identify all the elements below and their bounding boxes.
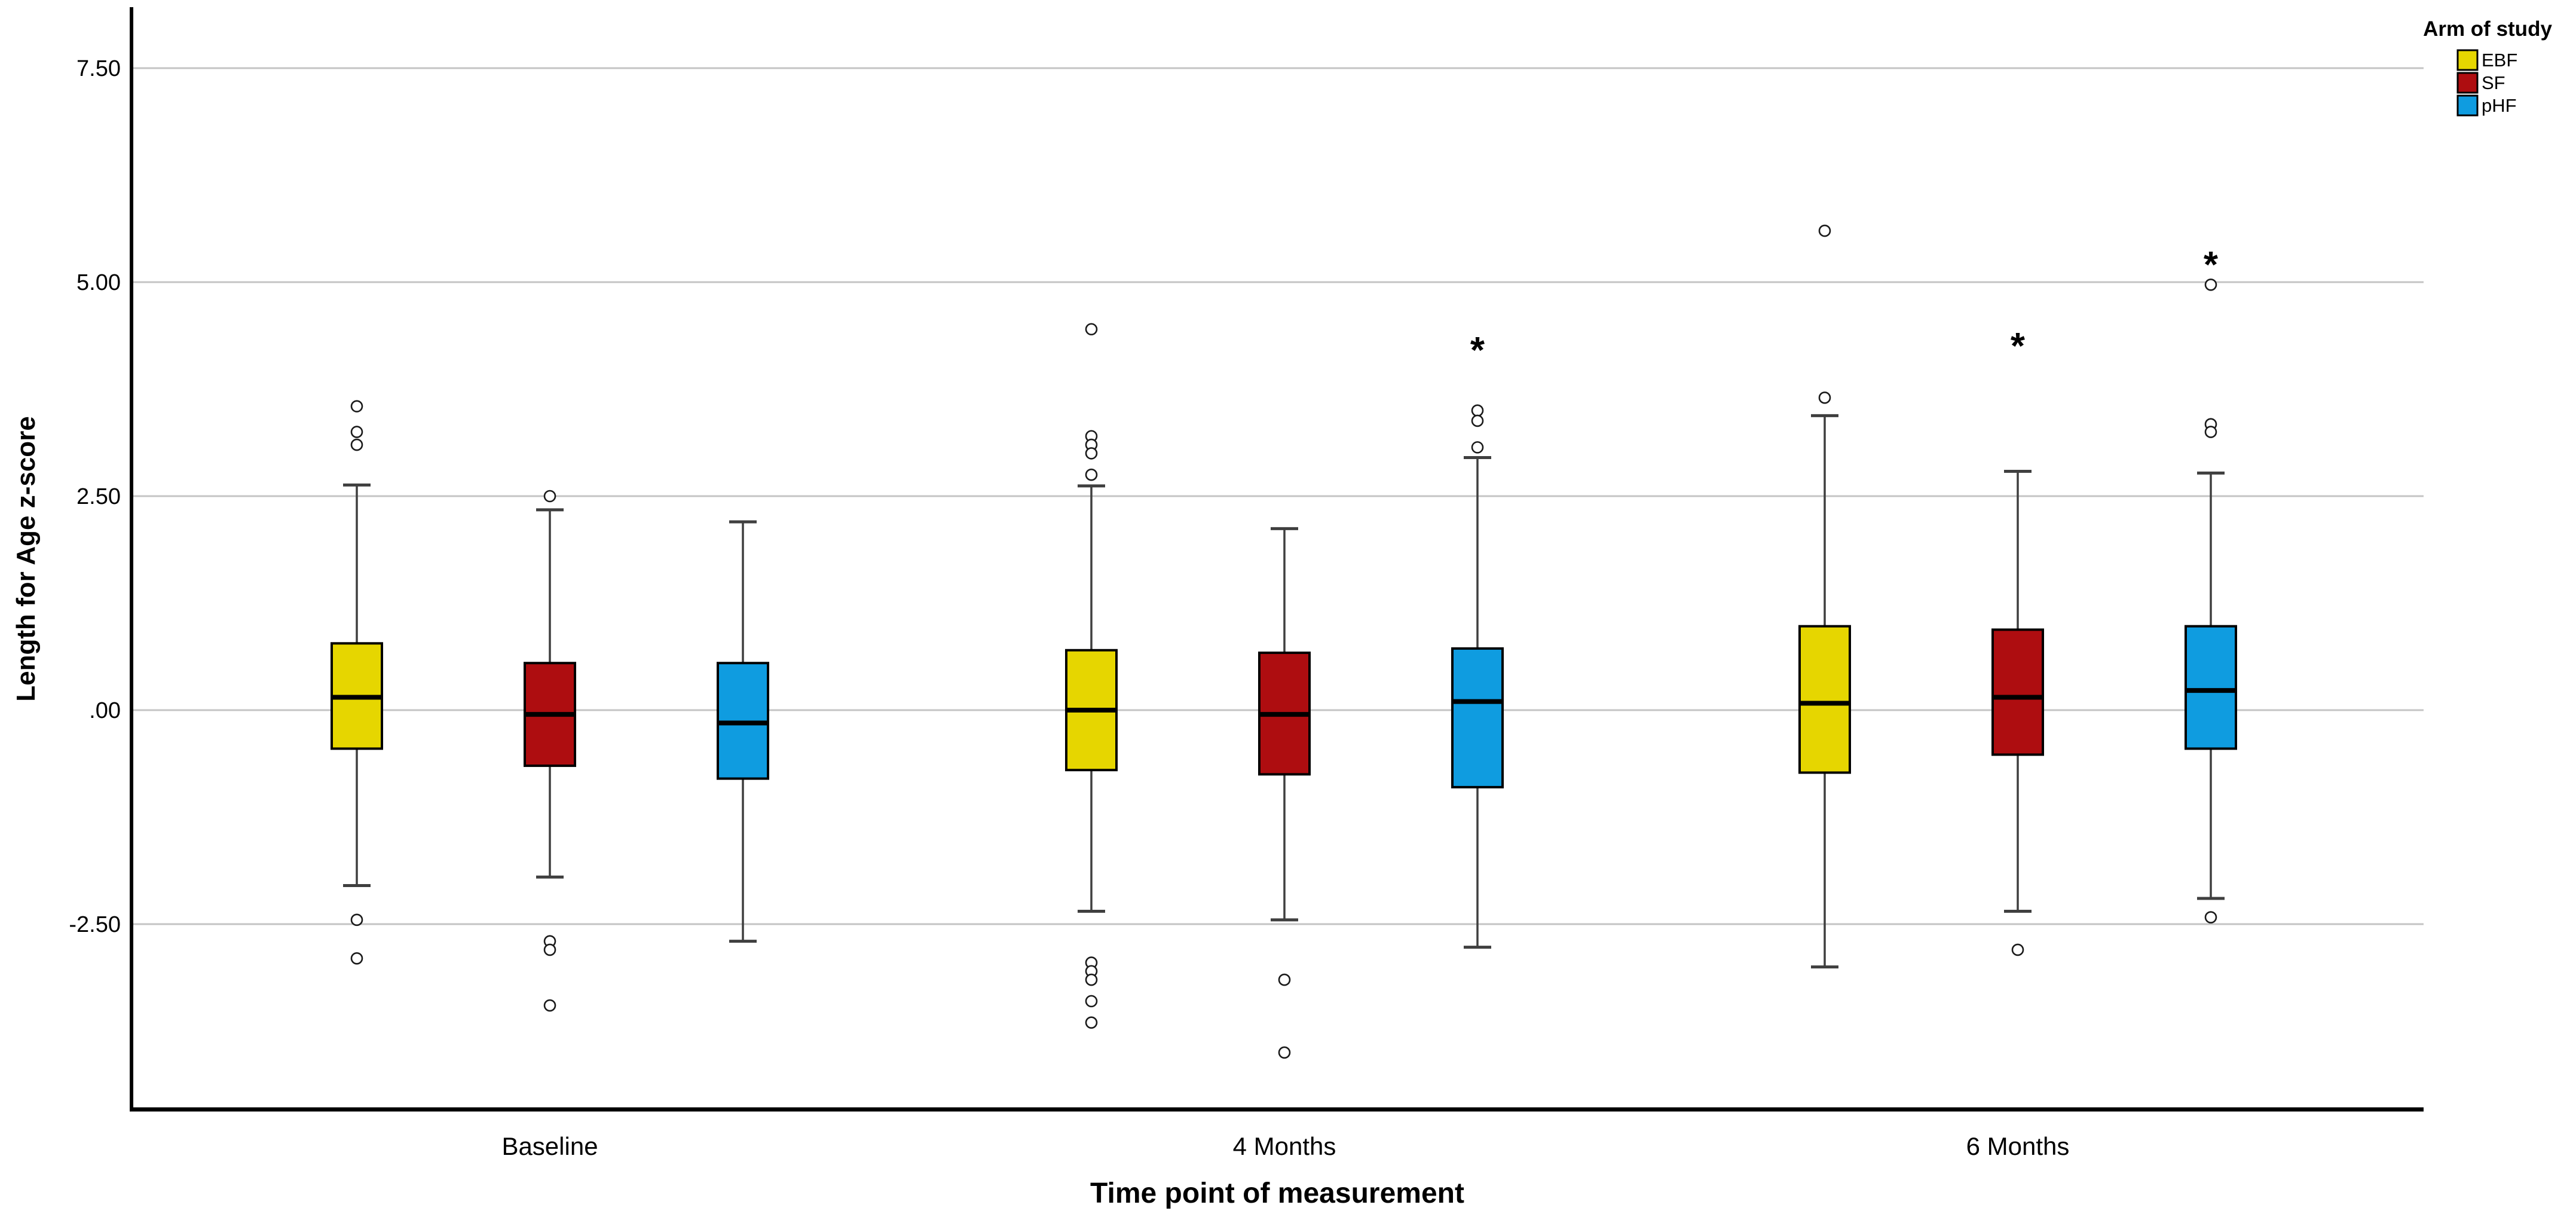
outlier-point (2204, 426, 2217, 438)
outlier-point (1085, 447, 1098, 460)
outlier-point (2204, 911, 2217, 924)
x-category-label: 6 Months (1966, 1132, 2070, 1160)
x-category-label: Baseline (501, 1132, 598, 1160)
outlier-point (350, 952, 363, 965)
box-group-pHF-6-Months: * (2185, 244, 2237, 924)
legend-swatch-EBF (2456, 49, 2479, 71)
outlier-point (1471, 404, 1484, 417)
outlier-point (1085, 468, 1098, 481)
x-axis-title: Time point of measurement (1090, 1178, 1464, 1209)
box-group-EBF-Baseline (331, 400, 383, 965)
box-group-pHF-Baseline (717, 520, 769, 943)
box-group-SF-4-Months (1258, 527, 1311, 1059)
legend-label-SF: SF (2482, 72, 2505, 93)
y-tick-label: -2.50 (69, 912, 121, 937)
box-group-pHF-4-Months: * (1451, 330, 1504, 949)
legend-swatch-SF (2456, 72, 2479, 94)
outlier-point (1278, 1046, 1291, 1059)
outlier-point (1471, 414, 1484, 427)
x-category-label: 4 Months (1233, 1132, 1336, 1160)
extreme-marker: * (2011, 326, 2026, 367)
legend-title: Arm of study (2423, 17, 2552, 41)
outlier-point (543, 490, 556, 503)
outlier-point (1085, 323, 1098, 336)
outlier-point (350, 400, 363, 412)
boxes-layer: * * * (331, 224, 2237, 1059)
iqr-box (1991, 628, 2044, 756)
box-group-EBF-6-Months (1798, 224, 1851, 969)
y-tick-label: 5.00 (77, 270, 121, 295)
iqr-box (2185, 625, 2237, 750)
outlier-point (350, 913, 363, 927)
gridlines-layer (131, 67, 2424, 925)
legend-label-EBF: EBF (2482, 50, 2517, 71)
tick-labels-layer: 7.50 5.00 2.50 .00 -2.50 Baseline 4 Months 6 Mo… (69, 56, 2069, 1160)
y-tick-label: 7.50 (77, 56, 121, 81)
outlier-point (1278, 973, 1291, 986)
outlier-point (1085, 995, 1098, 1008)
legend-label-pHF: pHF (2482, 95, 2517, 116)
outlier-point (350, 426, 363, 438)
outlier-point (1818, 392, 1831, 404)
outlier-point (2204, 278, 2217, 291)
box-group-SF-6-Months: * (1991, 326, 2044, 956)
y-axis-title: Length for Age z-score (11, 416, 41, 702)
outlier-point (1471, 441, 1484, 454)
extreme-marker: * (2204, 244, 2219, 286)
outlier-point (543, 943, 556, 956)
y-tick-label: 2.50 (77, 484, 121, 509)
outlier-point (2011, 943, 2024, 956)
outlier-point (1085, 1016, 1098, 1029)
extreme-marker: * (1470, 330, 1485, 371)
y-tick-label: .00 (89, 698, 121, 723)
box-group-SF-Baseline (524, 490, 576, 1012)
outlier-point (350, 438, 363, 451)
iqr-box (1798, 625, 1851, 774)
axes-layer (130, 7, 2424, 1112)
outlier-point (543, 999, 556, 1012)
iqr-box (1451, 647, 1504, 788)
legend-swatch-pHF (2456, 94, 2479, 117)
outlier-point (1085, 973, 1098, 986)
outlier-point (1818, 224, 1831, 237)
box-group-EBF-4-Months (1065, 323, 1118, 1029)
